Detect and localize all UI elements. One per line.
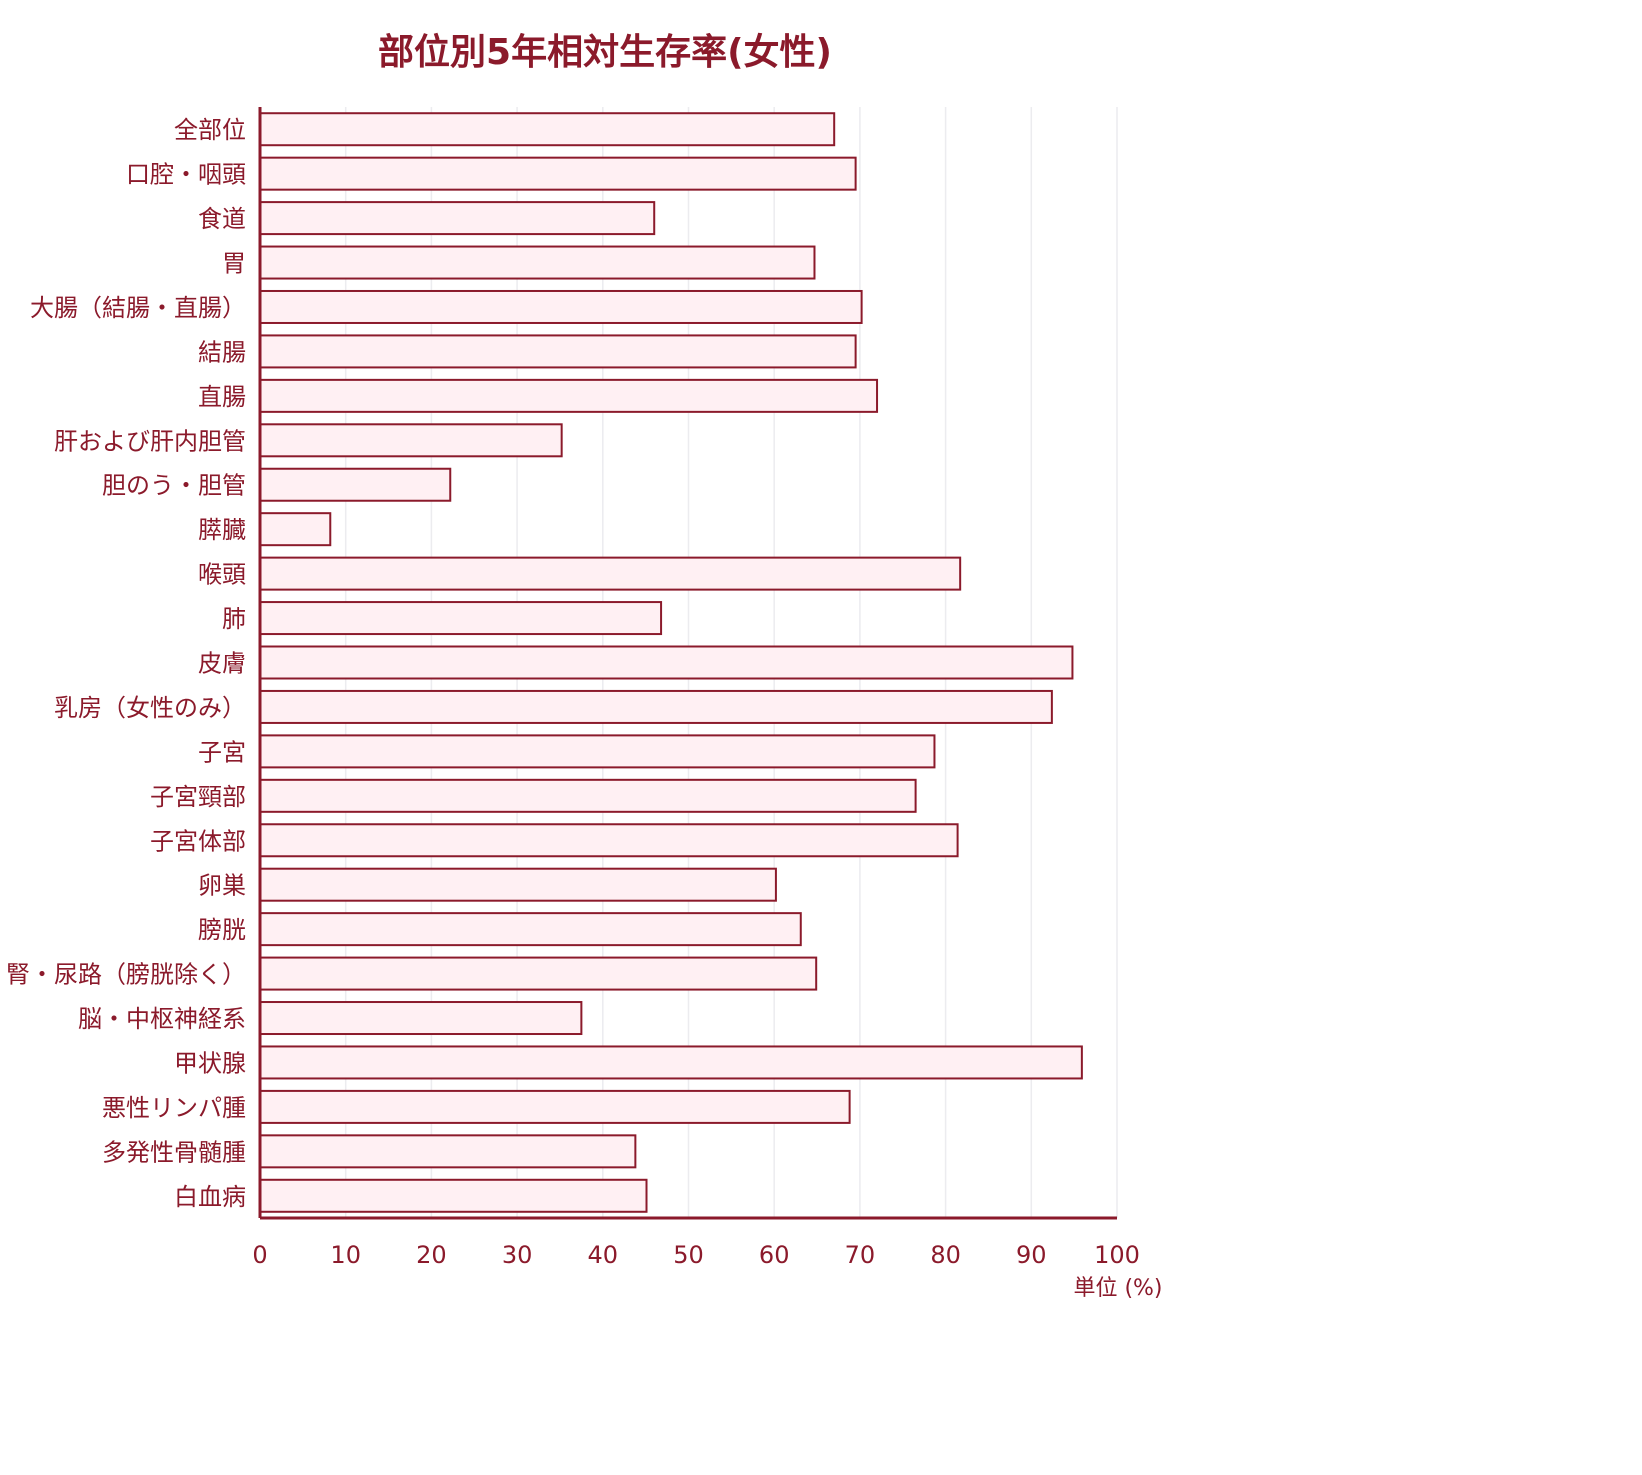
bar <box>259 823 959 858</box>
bar <box>259 289 863 324</box>
x-tick-label: 70 <box>845 1241 876 1269</box>
category-label: 白血病 <box>174 1183 246 1211</box>
unit-label: 単位 (%) <box>1073 1276 1162 1301</box>
category-label: 全部位 <box>174 116 246 144</box>
chart-title: 部位別5年相対生存率(女性) <box>378 32 832 73</box>
category-label: 胆のう・胆管 <box>102 472 246 500</box>
x-tick-label: 0 <box>252 1241 267 1269</box>
bars <box>259 112 1083 1213</box>
x-tick-label: 60 <box>759 1241 790 1269</box>
category-label: 皮膚 <box>198 650 246 678</box>
x-tick-label: 40 <box>588 1241 619 1269</box>
bar <box>259 689 1053 724</box>
bar <box>259 378 879 413</box>
category-label: 胃 <box>222 250 246 278</box>
category-label: 喉頭 <box>198 561 246 589</box>
x-tick-label: 90 <box>1016 1241 1047 1269</box>
category-label: 悪性リンパ腫 <box>102 1094 246 1122</box>
category-label: 膀胱 <box>198 916 246 944</box>
bar <box>259 245 816 280</box>
category-label: 子宮体部 <box>150 827 246 855</box>
bar <box>259 778 917 813</box>
bar <box>259 912 802 947</box>
bar <box>259 112 836 147</box>
bar <box>259 867 777 902</box>
category-label: 多発性骨髄腫 <box>102 1138 246 1166</box>
bar <box>259 423 563 458</box>
bar <box>259 956 818 991</box>
bar <box>259 1089 851 1124</box>
category-label: 脳・中枢神経系 <box>78 1005 246 1033</box>
bar <box>259 1001 583 1036</box>
category-label: 膵臓 <box>198 516 246 544</box>
category-label: 子宮頸部 <box>150 783 246 811</box>
x-tick-label: 80 <box>930 1241 961 1269</box>
category-label: 乳房（女性のみ） <box>54 694 246 722</box>
bar <box>259 201 656 236</box>
bar <box>259 1045 1083 1080</box>
bar <box>259 556 962 591</box>
category-label: 卵巣 <box>198 872 246 900</box>
x-tick-label: 50 <box>673 1241 704 1269</box>
category-label: 直腸 <box>198 383 246 411</box>
category-label: 腎・尿路（膀胱除く） <box>6 961 246 989</box>
bar <box>259 156 857 191</box>
category-label: 肝および肝内胆管 <box>54 427 246 455</box>
category-label: 子宮 <box>198 738 246 766</box>
x-tick-label: 100 <box>1094 1241 1140 1269</box>
category-label: 甲状腺 <box>174 1049 246 1077</box>
bar <box>259 601 663 636</box>
category-label: 肺 <box>222 605 246 633</box>
bar <box>259 334 857 369</box>
x-tick-label: 30 <box>502 1241 533 1269</box>
bar <box>259 1134 637 1169</box>
bar <box>259 512 332 547</box>
x-tick-labels: 0 10 20 30 40 50 60 70 80 90 100 <box>252 1241 1140 1269</box>
category-label: 食道 <box>198 205 246 233</box>
bar <box>259 734 936 769</box>
x-tick-label: 20 <box>416 1241 447 1269</box>
x-tick-label: 10 <box>330 1241 361 1269</box>
category-label: 結腸 <box>198 338 246 366</box>
category-label: 口腔・咽頭 <box>126 161 246 189</box>
category-label: 大腸（結腸・直腸） <box>30 294 246 322</box>
bar <box>259 1178 648 1213</box>
bar <box>259 467 452 502</box>
bar <box>259 645 1074 680</box>
